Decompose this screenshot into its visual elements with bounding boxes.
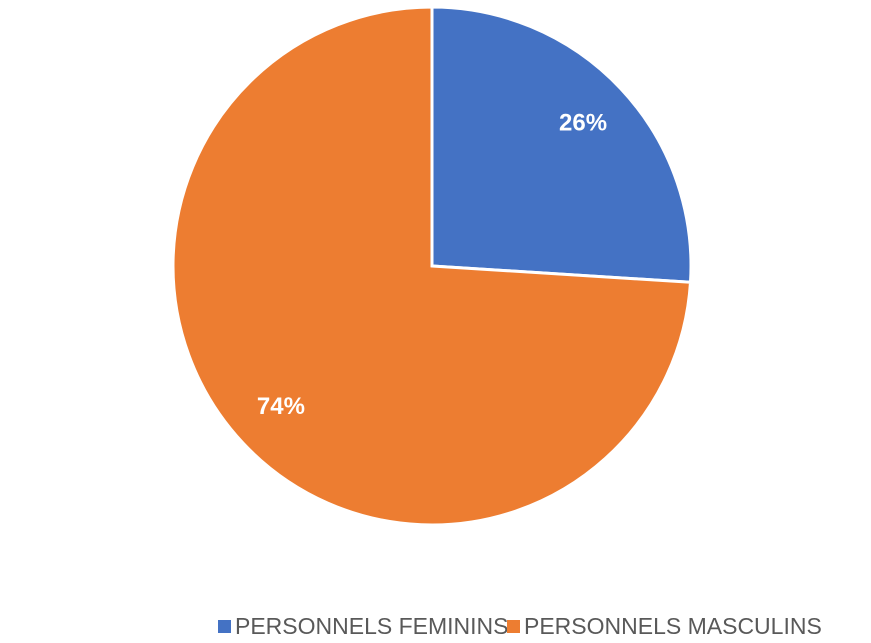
pie-slice	[171, 5, 693, 527]
pie-slice	[430, 5, 693, 284]
legend-label: PERSONNELS FEMININS	[235, 613, 509, 639]
legend-label: PERSONNELS MASCULINS	[524, 613, 822, 639]
legend-swatch	[218, 620, 231, 633]
legend-swatch	[507, 620, 520, 633]
data-label: 74%	[257, 393, 305, 420]
data-label: 26%	[559, 110, 607, 137]
